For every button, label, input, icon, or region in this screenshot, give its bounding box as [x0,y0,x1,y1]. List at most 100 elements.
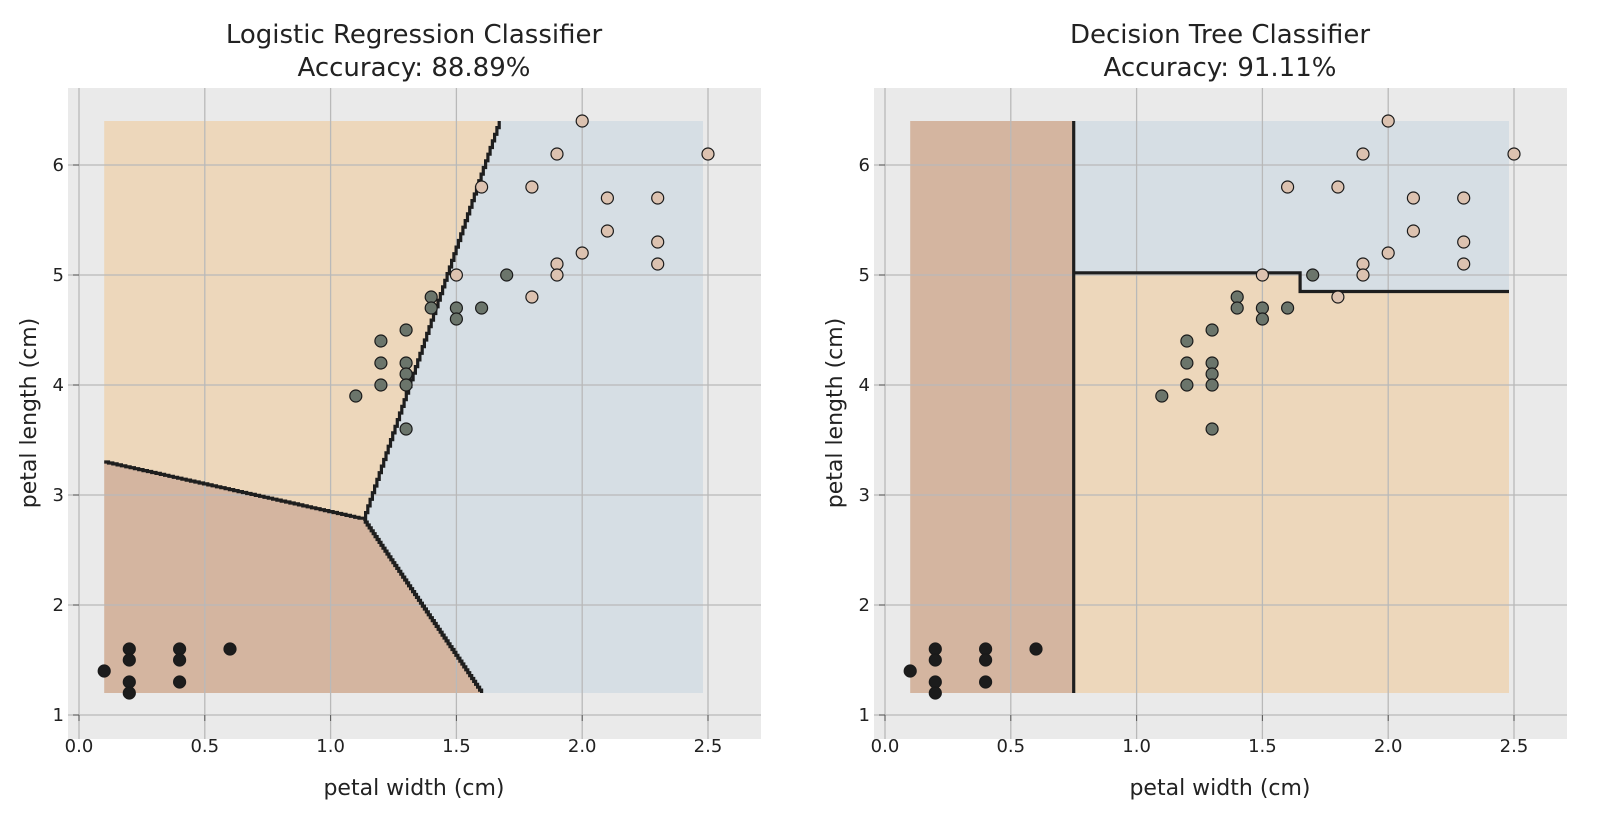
data-point-class-0 [978,642,993,656]
data-point-class-1 [1155,389,1169,403]
y-axis-label: petal length (cm) [823,318,848,509]
y-tick-label: 1 [859,705,870,726]
data-point-class-0 [173,675,187,689]
decision-regions [910,121,1509,693]
region-class-2 [363,121,703,693]
region-class-0 [104,462,482,693]
y-tick-label: 6 [53,155,64,176]
data-points [903,114,1521,700]
data-point-class-0 [903,664,917,678]
x-tick-label: 0.5 [996,736,1025,757]
data-point-class-1 [1205,367,1219,381]
x-axis-ticks: 0.0 0.5 1.0 1.5 2.0 2.5 [871,715,1529,757]
x-axis-label: petal width (cm) [1129,776,1310,801]
y-tick-label: 5 [859,265,870,286]
data-point-class-0 [928,675,942,689]
data-point-class-2 [1280,180,1295,194]
grid-lines [68,88,761,739]
data-point-class-0 [223,642,237,656]
data-point-class-0 [928,642,942,656]
x-tick-label: 2.0 [568,736,597,757]
y-tick-label: 2 [859,595,870,616]
data-point-class-0 [122,686,136,700]
data-point-class-1 [1306,268,1320,282]
data-point-class-0 [978,675,993,689]
data-point-class-1 [1280,301,1295,315]
x-tick-label: 1.0 [316,736,345,757]
data-point-class-1 [1205,378,1219,392]
y-axis-ticks: 1 2 3 4 5 6 [53,155,79,726]
data-point-class-2 [525,180,539,194]
x-tick-label: 1.5 [1248,736,1277,757]
y-tick-label: 1 [53,705,64,726]
data-point-class-1 [475,301,489,315]
x-tick-label: 2.5 [1500,736,1529,757]
data-point-class-2 [550,147,564,161]
data-point-class-0 [122,675,136,689]
data-point-class-2 [1457,257,1471,271]
data-point-class-2 [525,290,539,304]
y-tick-label: 3 [53,485,64,506]
data-point-class-0 [1029,642,1043,656]
decision-boundary-line [104,460,365,520]
data-point-class-2 [651,191,665,205]
data-point-class-1 [449,301,463,315]
data-point-class-2 [1381,114,1395,128]
data-point-class-0 [928,686,942,700]
data-point-class-1 [424,301,438,315]
data-point-class-1 [1205,356,1219,370]
data-point-class-1 [399,422,413,436]
data-point-class-1 [1205,323,1219,337]
data-point-class-0 [928,653,942,667]
y-tick-label: 3 [859,485,870,506]
y-tick-label: 4 [859,375,870,396]
chart-subtitle: Accuracy: 91.11% [1104,53,1337,83]
data-point-class-2 [600,191,615,205]
data-point-class-1 [1255,301,1270,315]
data-point-class-2 [1381,246,1395,260]
decision-boundary-line [1073,271,1509,294]
decision-boundaries [1072,121,1509,693]
data-point-class-0 [122,653,136,667]
x-axis-ticks: 0.0 0.5 1.0 1.5 2.0 2.5 [65,715,723,757]
data-point-class-2 [1255,268,1270,282]
data-point-class-2 [701,147,715,161]
y-tick-label: 6 [859,155,870,176]
data-point-class-1 [374,334,388,348]
y-tick-label: 5 [53,265,64,286]
data-point-class-2 [1406,191,1421,205]
data-point-class-1 [424,290,438,304]
x-tick-label: 0.5 [190,736,219,757]
grid-lines [874,88,1567,739]
data-point-class-1 [500,268,514,282]
data-point-class-1 [1255,312,1270,326]
data-point-class-1 [399,356,413,370]
region-class-0 [910,121,1074,693]
chart-title: Decision Tree Classifier [1070,20,1370,50]
data-point-class-2 [550,268,564,282]
data-point-class-2 [1457,191,1471,205]
data-point-class-0 [122,642,136,656]
data-points [97,114,715,700]
data-point-class-1 [374,356,388,370]
data-point-class-1 [399,323,413,337]
data-point-class-2 [550,257,564,271]
data-point-class-2 [651,235,665,249]
data-point-class-1 [399,367,413,381]
data-point-class-1 [1205,422,1219,436]
region-class-2 [1073,121,1509,292]
data-point-class-2 [600,224,615,238]
data-point-class-0 [173,653,187,667]
data-point-class-2 [575,114,589,128]
region-class-1 [104,121,500,520]
x-tick-label: 2.5 [694,736,723,757]
data-point-class-2 [1507,147,1521,161]
data-point-class-2 [651,257,665,271]
chart-subtitle: Accuracy: 88.89% [298,53,531,83]
x-tick-label: 1.0 [1122,736,1151,757]
y-tick-label: 2 [53,595,64,616]
data-point-class-1 [374,378,388,392]
x-axis-label: petal width (cm) [323,776,504,801]
y-tick-label: 4 [53,375,64,396]
